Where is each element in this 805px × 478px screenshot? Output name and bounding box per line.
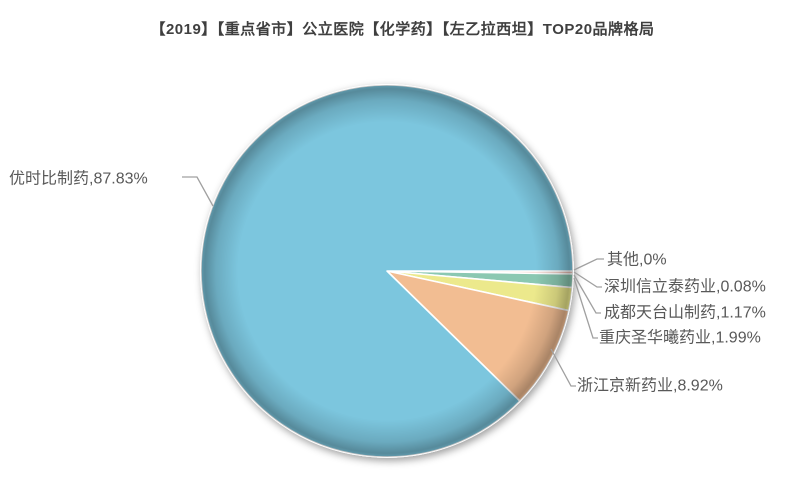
chart-title: 【2019】【重点省市】公立医院【化学药】【左乙拉西坦】TOP20品牌格局 [150, 21, 655, 38]
pie-slice-5 [200, 84, 574, 458]
leader-line-youshibi [182, 176, 214, 207]
leader-line-qita [573, 258, 604, 271]
leader-line-zhejiang [550, 348, 576, 387]
slice-label-qita: 其他,0% [607, 251, 667, 269]
slice-label-chengdu: 成都天台山制药,1.17% [604, 304, 766, 322]
leader-line-shenzhen [573, 271, 602, 288]
slice-label-zhejiang: 浙江京新药业,8.92% [577, 377, 723, 395]
slice-label-shenzhen: 深圳信立泰药业,0.08% [604, 278, 766, 296]
leader-lines [182, 176, 604, 387]
leader-line-chongqing [573, 277, 598, 339]
pie-slices [200, 84, 574, 458]
slice-label-youshibi: 优时比制药,87.83% [9, 170, 148, 188]
slice-label-chongqing: 重庆圣华曦药业,1.99% [599, 329, 761, 347]
leader-line-chengdu [573, 274, 601, 314]
